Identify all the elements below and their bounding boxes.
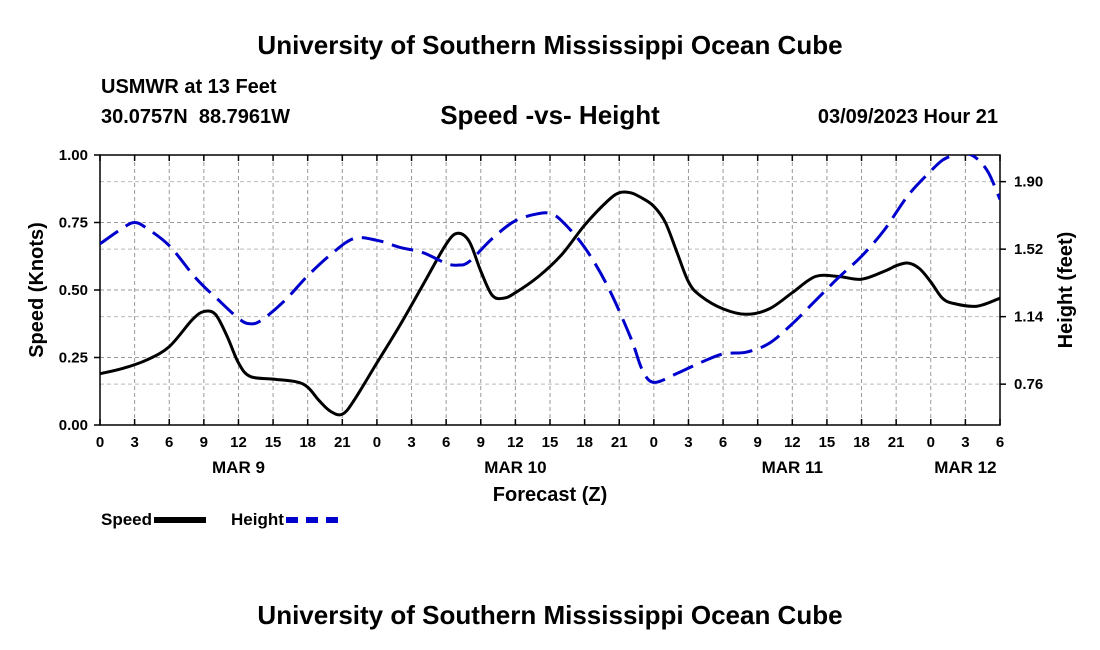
x-tick-label: 18 <box>853 434 870 451</box>
legend-swatch-speed <box>154 517 207 523</box>
y-tick-label: 0.75 <box>59 215 88 232</box>
y-axis-title: Speed (Knots) <box>26 222 48 358</box>
series-line-speed <box>100 190 1000 417</box>
y-tick-label: 1.00 <box>59 147 88 164</box>
x-tick-label: 3 <box>684 434 692 451</box>
x-tick-label: 3 <box>961 434 969 451</box>
x-tick-label: 9 <box>200 434 208 451</box>
x-tick-label: 12 <box>784 434 801 451</box>
footer-title: University of Southern Mississippi Ocean… <box>257 600 843 630</box>
y-tick-label: 0.00 <box>59 417 88 434</box>
x-tick-label: 15 <box>265 434 282 451</box>
y-right-tick-label: 1.14 <box>1014 309 1044 326</box>
date-label: MAR 12 <box>934 458 996 477</box>
x-tick-label: 21 <box>888 434 905 451</box>
x-tick-label: 6 <box>996 434 1004 451</box>
series-line-height <box>100 155 1000 384</box>
x-tick-label: 3 <box>407 434 415 451</box>
forecast-datetime: 03/09/2023 Hour 21 <box>817 106 998 128</box>
station-label: USMWR at 13 Feet <box>101 76 277 98</box>
chart-subtitle: Speed -vs- Height <box>440 100 660 130</box>
x-tick-label: 18 <box>299 434 316 451</box>
x-tick-label: 21 <box>334 434 351 451</box>
x-tick-label: 15 <box>819 434 836 451</box>
y-tick-label: 0.50 <box>59 282 88 299</box>
legend-swatch-height <box>285 517 338 523</box>
y-right-axis-title: Height (feet) <box>1055 232 1077 349</box>
x-tick-label: 0 <box>96 434 104 451</box>
y-right-tick-label: 1.52 <box>1014 241 1043 258</box>
x-tick-label: 3 <box>130 434 138 451</box>
chart-title: University of Southern Mississippi Ocean… <box>257 30 843 60</box>
date-label: MAR 10 <box>484 458 546 477</box>
x-tick-label: 0 <box>650 434 658 451</box>
legend-label-height: Height <box>231 510 284 529</box>
x-tick-label: 0 <box>927 434 935 451</box>
y-right-tick-label: 0.76 <box>1014 376 1043 393</box>
x-tick-label: 12 <box>507 434 524 451</box>
x-tick-label: 9 <box>477 434 485 451</box>
x-axis-title: Forecast (Z) <box>493 484 607 506</box>
legend-label-speed: Speed <box>101 510 153 529</box>
x-tick-label: 21 <box>611 434 628 451</box>
x-tick-label: 0 <box>373 434 381 451</box>
x-tick-label: 12 <box>230 434 247 451</box>
legend-item-speed: Speed <box>101 510 207 530</box>
x-tick-label: 9 <box>754 434 762 451</box>
x-tick-label: 6 <box>165 434 173 451</box>
x-tick-label: 15 <box>542 434 559 451</box>
x-tick-label: 6 <box>719 434 727 451</box>
y-right-tick-label: 1.90 <box>1014 174 1043 191</box>
legend-item-height: Height <box>231 510 338 530</box>
x-tick-label: 6 <box>442 434 450 451</box>
date-label: MAR 9 <box>212 458 265 477</box>
date-label: MAR 11 <box>762 458 823 477</box>
x-tick-label: 18 <box>576 434 593 451</box>
y-tick-label: 0.25 <box>59 350 88 367</box>
coordinates-label: 30.0757N 88.7961W <box>101 106 291 128</box>
